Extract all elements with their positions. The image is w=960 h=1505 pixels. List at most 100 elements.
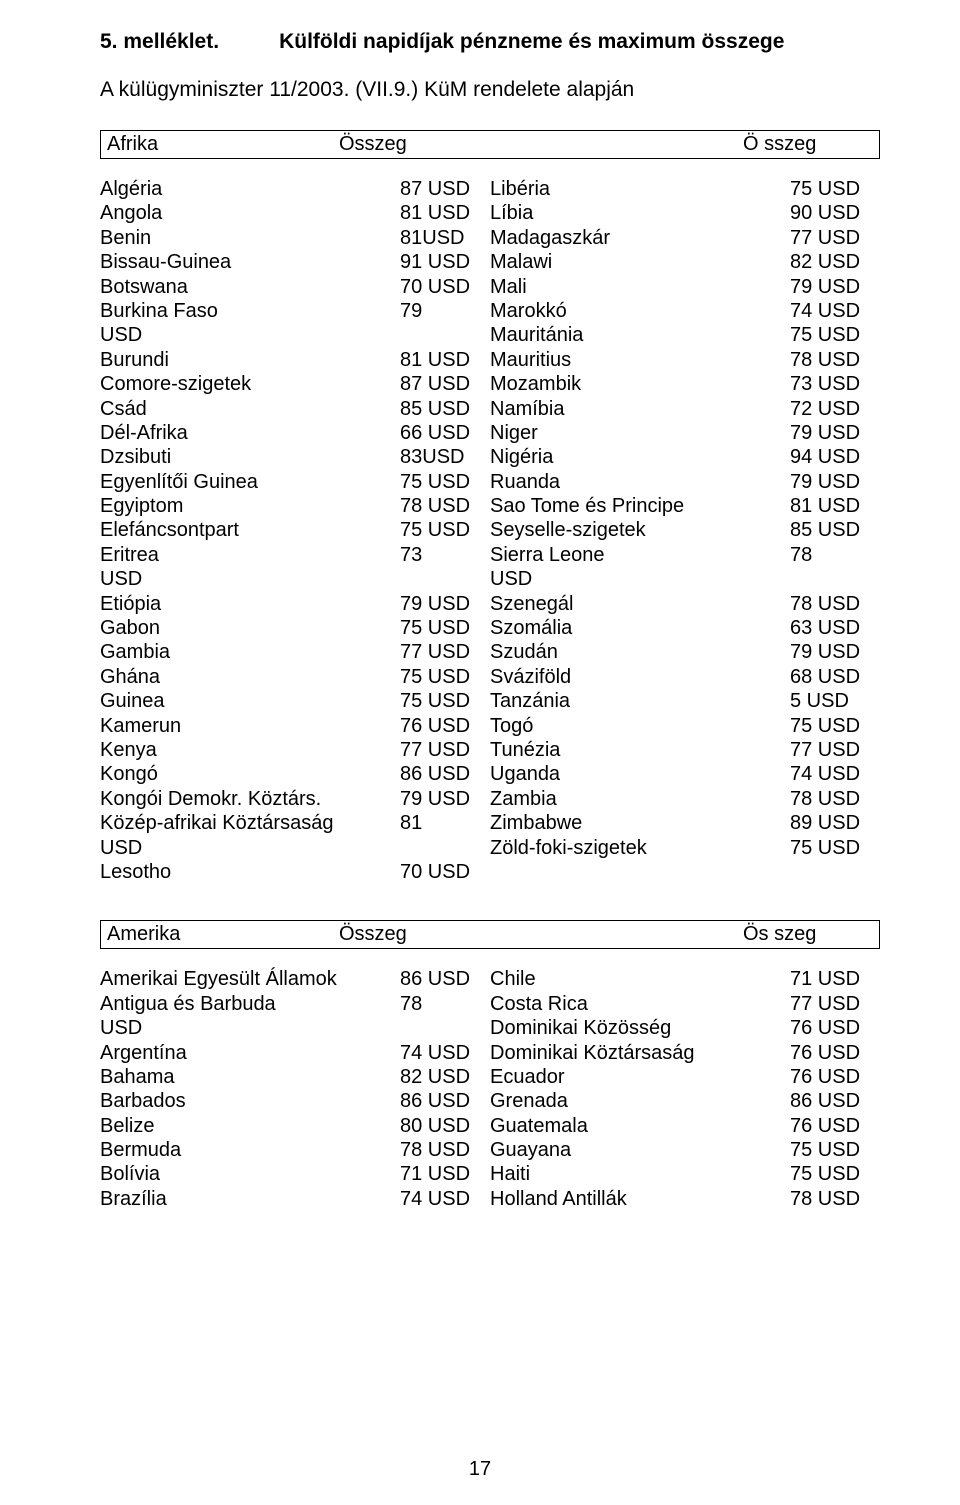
- afrika-left-row: Angola81 USD: [100, 201, 490, 225]
- amerika-left-value: [400, 1016, 490, 1040]
- afrika-right-label: Szenegál: [490, 592, 790, 616]
- afrika-right-label: Nigéria: [490, 445, 790, 469]
- afrika-left-value: 78 USD: [400, 494, 490, 518]
- amerika-left-label: Belize: [100, 1114, 400, 1138]
- afrika-right-label: Tunézia: [490, 738, 790, 762]
- afrika-right-value: 78 USD: [790, 592, 880, 616]
- afrika-right-value: 85 USD: [790, 518, 880, 542]
- afrika-right-label: Mali: [490, 275, 790, 299]
- afrika-right-label: Zimbabwe: [490, 811, 790, 835]
- attachment-number: 5. melléklet.: [100, 30, 219, 54]
- amerika-left-value: 78: [400, 992, 490, 1016]
- afrika-left-label: USD: [100, 323, 400, 347]
- amerika-col3: Ös szeg: [737, 921, 879, 948]
- afrika-left-label: Ghána: [100, 665, 400, 689]
- afrika-header: Afrika Összeg Ö sszeg: [100, 130, 880, 159]
- afrika-left-row: Eritrea73: [100, 543, 490, 567]
- amerika-left-label: Barbados: [100, 1089, 400, 1113]
- afrika-right-value: 72 USD: [790, 397, 880, 421]
- amerika-left-row: Barbados86 USD: [100, 1089, 490, 1113]
- afrika-right-label: USD: [490, 567, 790, 591]
- afrika-right-row: Tanzánia5 USD: [490, 689, 880, 713]
- afrika-right-row: Mali79 USD: [490, 275, 880, 299]
- afrika-left-row: Lesotho70 USD: [100, 860, 490, 884]
- afrika-left-label: Algéria: [100, 177, 400, 201]
- afrika-left-label: Kongói Demokr. Köztárs.: [100, 787, 400, 811]
- afrika-right-label: Togó: [490, 714, 790, 738]
- afrika-right-label: Libéria: [490, 177, 790, 201]
- afrika-right-row: Togó75 USD: [490, 714, 880, 738]
- afrika-right-row: Sao Tome és Principe81 USD: [490, 494, 880, 518]
- afrika-left-value: 70 USD: [400, 275, 490, 299]
- afrika-left-label: Dzsibuti: [100, 445, 400, 469]
- afrika-left-row: Kongó86 USD: [100, 762, 490, 786]
- amerika-left-label: Bermuda: [100, 1138, 400, 1162]
- afrika-col3: Ö sszeg: [737, 131, 879, 158]
- afrika-left-value: 79: [400, 299, 490, 323]
- afrika-right-label: Madagaszkár: [490, 226, 790, 250]
- afrika-right-value: 75 USD: [790, 714, 880, 738]
- afrika-right-value: 75 USD: [790, 836, 880, 860]
- amerika-right-row: Grenada86 USD: [490, 1089, 880, 1113]
- afrika-left-label: Burundi: [100, 348, 400, 372]
- afrika-left-value: 83USD: [400, 445, 490, 469]
- afrika-left-value: 77 USD: [400, 640, 490, 664]
- afrika-left-row: Ghána75 USD: [100, 665, 490, 689]
- afrika-left-row: USD: [100, 836, 490, 860]
- afrika-left-value: [400, 836, 490, 860]
- amerika-left-value: 86 USD: [400, 1089, 490, 1113]
- amerika-left-row: Belize80 USD: [100, 1114, 490, 1138]
- amerika-right-row: Guayana75 USD: [490, 1138, 880, 1162]
- afrika-left-value: 75 USD: [400, 689, 490, 713]
- afrika-left-value: 75 USD: [400, 665, 490, 689]
- afrika-left-value: 87 USD: [400, 177, 490, 201]
- afrika-left-value: 73: [400, 543, 490, 567]
- afrika-left-row: Gambia77 USD: [100, 640, 490, 664]
- amerika-left-label: Amerikai Egyesült Államok: [100, 967, 400, 991]
- amerika-right-label: Guayana: [490, 1138, 790, 1162]
- afrika-right-value: 74 USD: [790, 299, 880, 323]
- amerika-left-row: USD: [100, 1016, 490, 1040]
- amerika-right-value: 78 USD: [790, 1187, 880, 1211]
- afrika-right-row: USD: [490, 567, 880, 591]
- amerika-right-label: Grenada: [490, 1089, 790, 1113]
- afrika-right-row: Namíbia72 USD: [490, 397, 880, 421]
- afrika-right-row: Seyselle-szigetek85 USD: [490, 518, 880, 542]
- afrika-right-label: Líbia: [490, 201, 790, 225]
- afrika-left-value: 87 USD: [400, 372, 490, 396]
- amerika-left-label: Bolívia: [100, 1162, 400, 1186]
- afrika-left-label: Kongó: [100, 762, 400, 786]
- afrika-right-value: 68 USD: [790, 665, 880, 689]
- afrika-right-value: 81 USD: [790, 494, 880, 518]
- afrika-left-value: 76 USD: [400, 714, 490, 738]
- amerika-left-row: Amerikai Egyesült Államok86 USD: [100, 967, 490, 991]
- afrika-right-row: Madagaszkár77 USD: [490, 226, 880, 250]
- afrika-left-row: Burundi81 USD: [100, 348, 490, 372]
- afrika-left-row: Egyenlítői Guinea75 USD: [100, 470, 490, 494]
- page-number: 17: [0, 1458, 960, 1481]
- afrika-left-row: Bissau-Guinea91 USD: [100, 250, 490, 274]
- afrika-left-label: Angola: [100, 201, 400, 225]
- afrika-left-row: Burkina Faso79: [100, 299, 490, 323]
- afrika-left-value: 70 USD: [400, 860, 490, 884]
- afrika-left-row: Dzsibuti83USD: [100, 445, 490, 469]
- afrika-right-value: 78: [790, 543, 880, 567]
- afrika-left-value: 66 USD: [400, 421, 490, 445]
- afrika-left-label: Bissau-Guinea: [100, 250, 400, 274]
- afrika-left-label: Kamerun: [100, 714, 400, 738]
- amerika-left-row: Bolívia71 USD: [100, 1162, 490, 1186]
- amerika-header: Amerika Összeg Ös szeg: [100, 920, 880, 949]
- amerika-right-row: Ecuador76 USD: [490, 1065, 880, 1089]
- afrika-right-row: Uganda74 USD: [490, 762, 880, 786]
- afrika-right-value: 77 USD: [790, 226, 880, 250]
- afrika-right-label: Malawi: [490, 250, 790, 274]
- afrika-left-row: Dél-Afrika66 USD: [100, 421, 490, 445]
- afrika-left-label: Lesotho: [100, 860, 400, 884]
- afrika-right-value: 78 USD: [790, 787, 880, 811]
- afrika-right-label: Tanzánia: [490, 689, 790, 713]
- amerika-left-value: 82 USD: [400, 1065, 490, 1089]
- afrika-left-row: Gabon75 USD: [100, 616, 490, 640]
- afrika-right-row: Zöld-foki-szigetek75 USD: [490, 836, 880, 860]
- afrika-left-label: Egyiptom: [100, 494, 400, 518]
- afrika-right-label: Seyselle-szigetek: [490, 518, 790, 542]
